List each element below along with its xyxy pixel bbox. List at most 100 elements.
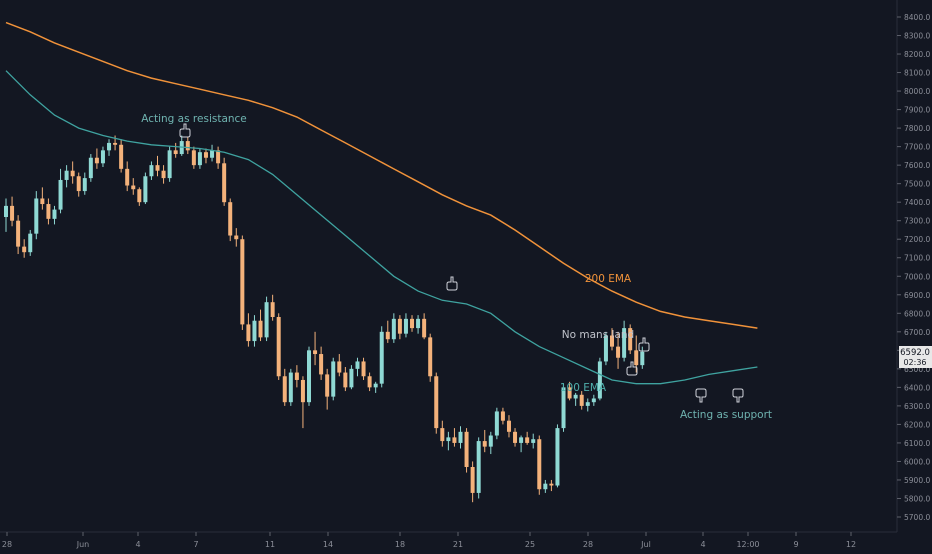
candles-group xyxy=(4,135,645,503)
candle-body xyxy=(410,318,415,329)
pointer-icons xyxy=(179,123,744,403)
candle xyxy=(143,172,148,205)
candle-body xyxy=(428,337,433,377)
price-tick-label: 5900.0 xyxy=(904,476,930,485)
price-tick-label: 6100.0 xyxy=(904,439,930,448)
price-tick-label: 6000.0 xyxy=(904,457,930,466)
price-tick-label: 7200.0 xyxy=(904,235,930,244)
candle-body xyxy=(482,441,487,447)
hand-pointer-icon xyxy=(626,361,638,376)
candle xyxy=(458,426,463,449)
candle xyxy=(355,357,360,377)
candle-body xyxy=(82,178,87,192)
candle-body xyxy=(222,163,227,203)
candle xyxy=(52,205,57,225)
time-tick-label: 9 xyxy=(793,540,798,549)
candle-body xyxy=(119,144,124,169)
time-tick-label: 4 xyxy=(135,540,140,549)
candle xyxy=(579,391,584,410)
candle xyxy=(240,235,245,330)
candle-body xyxy=(300,379,305,403)
candle xyxy=(373,381,378,393)
candle-body xyxy=(452,437,457,443)
candle xyxy=(191,146,196,169)
candle-body xyxy=(155,165,160,171)
candle-body xyxy=(4,205,8,217)
candle xyxy=(228,198,233,242)
candle-body xyxy=(228,202,233,236)
price-tick-label: 7300.0 xyxy=(904,217,930,226)
price-tick-label: 8400.0 xyxy=(904,13,930,22)
candle-body xyxy=(240,239,245,325)
candle-body xyxy=(131,185,136,190)
time-tick-label: 28 xyxy=(583,540,593,549)
candle-body xyxy=(161,170,166,179)
candle xyxy=(94,148,99,169)
candle-body xyxy=(197,152,202,166)
candle-body xyxy=(555,428,560,486)
candle-body xyxy=(349,368,354,388)
candle-body xyxy=(385,331,390,340)
candle xyxy=(210,144,215,162)
candle-body xyxy=(573,394,578,399)
candle xyxy=(622,320,627,362)
candle-body xyxy=(373,383,378,388)
price-tick-label: 7000.0 xyxy=(904,272,930,281)
candle xyxy=(591,394,596,406)
candle-body xyxy=(603,335,608,362)
price-tick-label: 7400.0 xyxy=(904,198,930,207)
candle-body xyxy=(500,411,505,421)
candle xyxy=(428,333,433,382)
candle xyxy=(464,428,469,473)
candle xyxy=(397,315,402,340)
candle xyxy=(119,139,124,173)
candle-body xyxy=(591,398,596,403)
candle xyxy=(567,381,572,401)
time-tick-label: 21 xyxy=(453,540,463,549)
candle xyxy=(555,424,560,488)
candle-body xyxy=(343,372,348,388)
annotation-200-ema: 200 EMA xyxy=(585,273,632,285)
candle-body xyxy=(64,170,69,180)
candle-body xyxy=(494,411,499,436)
price-tick-label: 6300.0 xyxy=(904,402,930,411)
time-tick-label: Jun xyxy=(76,540,90,549)
candle xyxy=(640,346,645,369)
candle xyxy=(70,161,75,184)
candle-body xyxy=(579,394,584,406)
candle xyxy=(628,324,633,355)
time-axis[interactable]: 28 Jun 4 7 11 14 18 21 25 28 Jul 4 12:00 9 12 xyxy=(2,532,856,549)
price-axis[interactable]: 8400.0 8300.0 8200.0 8100.0 8000.0 7900.0 7800… xyxy=(897,13,930,522)
price-tick-label: 6700.0 xyxy=(904,328,930,337)
candle xyxy=(506,415,511,438)
candle-body xyxy=(216,150,221,164)
candle xyxy=(264,296,269,342)
price-tick-label: 8100.0 xyxy=(904,69,930,78)
candle-body xyxy=(143,176,148,203)
candle-body xyxy=(70,170,75,177)
candle-body xyxy=(379,331,384,384)
candle-body xyxy=(137,189,142,203)
candle xyxy=(422,313,427,340)
candle xyxy=(367,372,372,392)
candle-body xyxy=(113,142,118,145)
candle-body xyxy=(440,428,445,442)
candle xyxy=(58,168,63,214)
last-price-label: 6592.0 02:36 xyxy=(899,346,932,368)
candle-body xyxy=(337,361,342,373)
candle xyxy=(246,313,251,347)
time-tick-label: 18 xyxy=(395,540,405,549)
candle xyxy=(313,331,318,366)
time-tick-label: 25 xyxy=(525,540,535,549)
candle xyxy=(34,191,39,240)
candle-body xyxy=(173,150,178,155)
candle xyxy=(337,354,342,377)
candle xyxy=(155,155,160,177)
candle-body xyxy=(282,376,287,403)
candle-body xyxy=(397,318,402,334)
candle-body xyxy=(525,437,530,443)
candle xyxy=(531,433,536,449)
